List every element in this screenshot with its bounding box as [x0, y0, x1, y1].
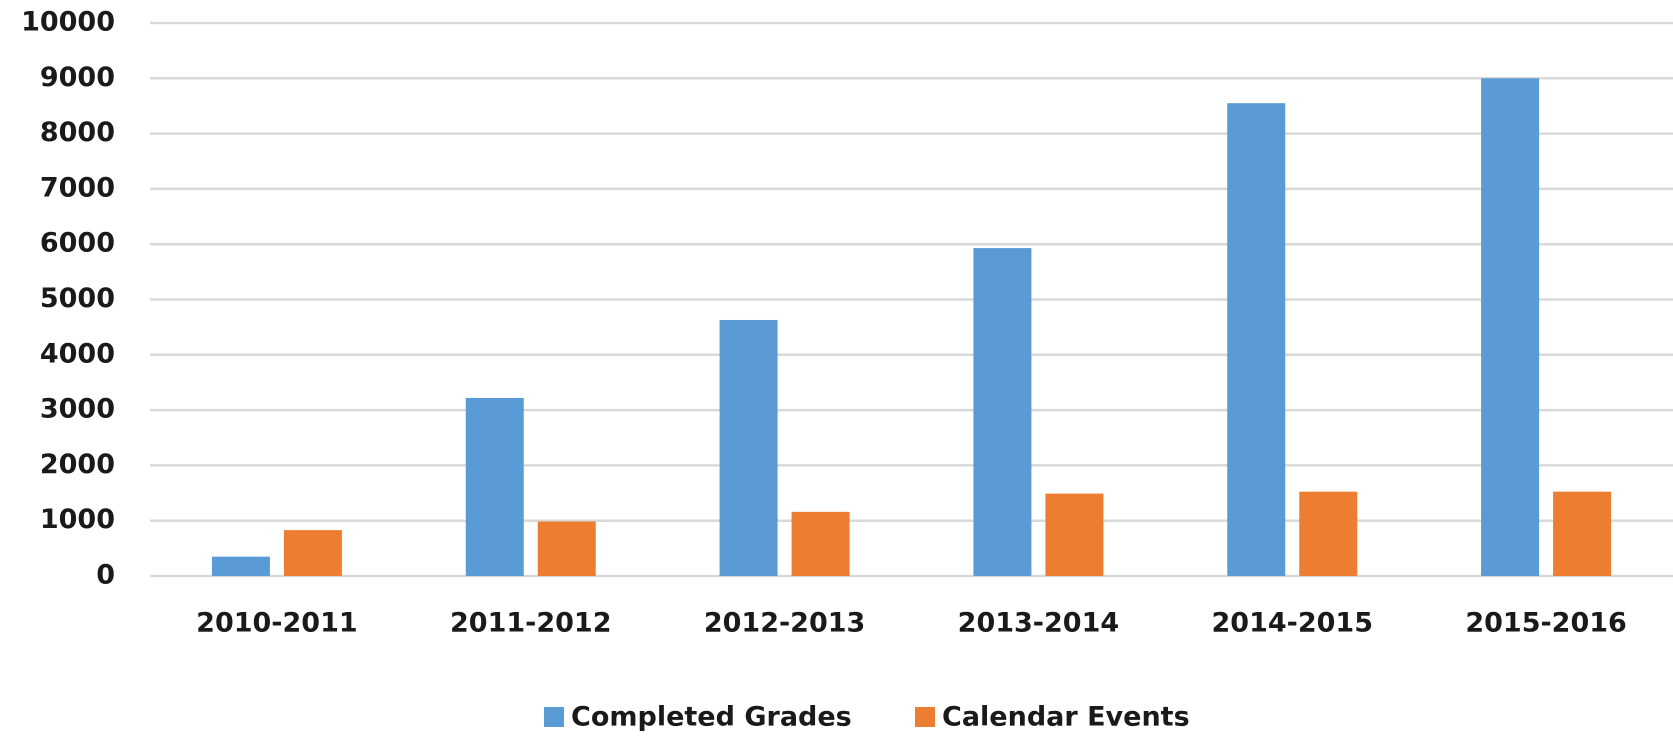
legend-swatch	[544, 707, 564, 727]
x-tick-label: 2015-2016	[1465, 608, 1627, 639]
y-tick-label: 6000	[40, 228, 115, 259]
y-tick-label: 8000	[40, 117, 115, 148]
bar	[1227, 103, 1286, 576]
bar	[1553, 491, 1612, 576]
bar	[791, 511, 850, 576]
x-tick-label: 2013-2014	[958, 608, 1120, 639]
y-tick-label: 4000	[40, 338, 115, 369]
bar	[465, 397, 524, 576]
y-tick-label: 3000	[40, 394, 115, 425]
bar	[211, 556, 270, 576]
y-tick-label: 1000	[40, 504, 115, 535]
bar	[283, 530, 342, 576]
y-tick-label: 0	[96, 560, 115, 591]
x-tick-label: 2010-2011	[196, 608, 358, 639]
y-tick-label: 7000	[40, 172, 115, 203]
x-tick-label: 2014-2015	[1212, 608, 1374, 639]
bar	[537, 521, 596, 576]
bar	[719, 319, 778, 576]
x-tick-label: 2011-2012	[450, 608, 612, 639]
y-tick-label: 5000	[40, 283, 115, 314]
bar	[1481, 78, 1540, 577]
y-tick-label: 10000	[21, 7, 115, 38]
bar	[973, 248, 1032, 577]
bar	[1045, 493, 1104, 576]
bar	[1299, 491, 1358, 576]
legend-label: Calendar Events	[942, 702, 1190, 733]
y-tick-label: 9000	[40, 62, 115, 93]
x-tick-label: 2012-2013	[704, 608, 866, 639]
legend-swatch	[915, 707, 935, 727]
y-tick-label: 2000	[40, 449, 115, 480]
legend-label: Completed Grades	[571, 702, 852, 733]
